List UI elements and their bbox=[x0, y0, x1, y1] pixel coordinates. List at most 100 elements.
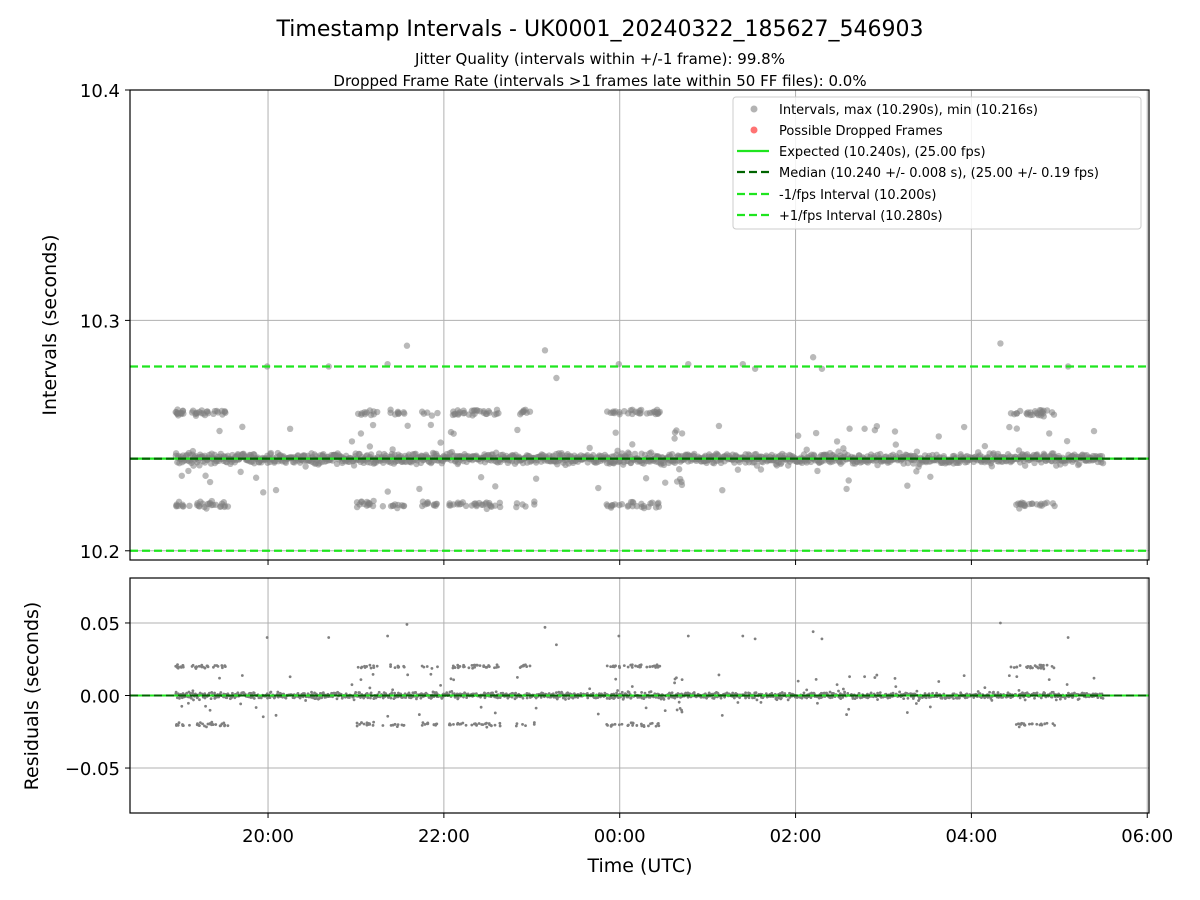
residual-point bbox=[200, 663, 204, 667]
interval-point bbox=[532, 475, 540, 482]
residual-point bbox=[754, 691, 758, 695]
residual-point bbox=[265, 636, 269, 639]
residual-point bbox=[629, 663, 633, 667]
residual-point bbox=[891, 691, 895, 695]
residual-point bbox=[630, 665, 634, 669]
residual-point bbox=[1040, 664, 1044, 668]
residual-point bbox=[571, 696, 575, 700]
residual-point bbox=[680, 678, 684, 682]
residual-point bbox=[462, 665, 465, 669]
interval-point bbox=[348, 438, 356, 445]
residual-point bbox=[611, 723, 614, 727]
residual-point bbox=[390, 691, 394, 695]
residual-point bbox=[962, 674, 966, 678]
residual-point bbox=[362, 722, 366, 726]
residual-point bbox=[268, 696, 272, 699]
residual-point bbox=[786, 698, 790, 702]
residual-point bbox=[436, 665, 439, 669]
interval-point bbox=[302, 463, 309, 470]
interval-point bbox=[404, 422, 411, 429]
residual-point bbox=[875, 673, 879, 677]
interval-point bbox=[734, 466, 742, 473]
residual-point bbox=[1065, 683, 1069, 686]
interval-point bbox=[1090, 427, 1098, 435]
residual-point bbox=[990, 698, 994, 702]
residual-point bbox=[952, 697, 955, 700]
residual-point bbox=[524, 724, 527, 728]
residual-point bbox=[432, 723, 436, 726]
residual-point bbox=[717, 673, 721, 677]
residual-point bbox=[843, 690, 846, 694]
residual-point bbox=[348, 696, 351, 699]
interval-point bbox=[389, 502, 397, 509]
residual-point bbox=[928, 705, 932, 709]
residual-point bbox=[266, 696, 269, 700]
residual-point bbox=[281, 695, 284, 699]
residual-point bbox=[532, 721, 536, 724]
residual-point bbox=[911, 697, 915, 700]
residual-point bbox=[837, 689, 840, 693]
interval-point bbox=[186, 502, 193, 510]
residual-point bbox=[633, 691, 637, 694]
interval-point bbox=[450, 430, 457, 437]
interval-point bbox=[913, 448, 921, 455]
interval-point bbox=[814, 467, 821, 475]
interval-point bbox=[1013, 425, 1021, 432]
residual-point bbox=[475, 723, 478, 727]
residual-point bbox=[197, 723, 201, 727]
residual-point bbox=[450, 689, 454, 693]
residual-point bbox=[622, 664, 626, 668]
residual-point bbox=[1045, 721, 1049, 725]
residual-point bbox=[855, 696, 859, 699]
residual-point bbox=[439, 684, 442, 687]
x-tick-label: 04:00 bbox=[945, 826, 997, 847]
residual-point bbox=[732, 696, 736, 700]
residual-point bbox=[461, 721, 465, 725]
residual-point bbox=[198, 721, 202, 725]
interval-point bbox=[477, 474, 485, 481]
interval-point bbox=[673, 478, 681, 485]
interval-point bbox=[432, 500, 440, 508]
residual-point bbox=[210, 690, 214, 694]
interval-point bbox=[239, 423, 246, 431]
residual-point bbox=[802, 691, 806, 695]
interval-point bbox=[541, 347, 549, 354]
residual-point bbox=[174, 690, 178, 694]
residual-point bbox=[358, 691, 361, 695]
interval-point bbox=[833, 438, 841, 445]
interval-point bbox=[526, 408, 534, 415]
interval-point bbox=[1063, 437, 1071, 445]
interval-point bbox=[384, 488, 391, 495]
interval-point bbox=[387, 406, 394, 413]
residual-point bbox=[654, 724, 658, 728]
residual-point bbox=[780, 691, 784, 694]
residual-point bbox=[478, 664, 482, 668]
residual-point bbox=[848, 675, 851, 679]
interval-point bbox=[460, 410, 467, 417]
interval-point bbox=[178, 472, 185, 479]
interval-point bbox=[632, 408, 639, 415]
residual-point bbox=[609, 665, 613, 669]
residual-point bbox=[445, 691, 449, 695]
residual-point bbox=[213, 691, 216, 695]
residual-point bbox=[857, 692, 861, 695]
residual-point bbox=[649, 690, 653, 694]
residual-point bbox=[720, 713, 724, 717]
residual-point bbox=[1077, 697, 1081, 701]
residual-point bbox=[201, 722, 204, 726]
interval-point bbox=[625, 502, 632, 509]
residual-point bbox=[647, 724, 650, 728]
residual-point bbox=[639, 663, 643, 667]
residual-point bbox=[515, 696, 518, 699]
interval-point bbox=[1036, 502, 1044, 509]
residual-point bbox=[429, 672, 433, 676]
interval-point bbox=[935, 433, 942, 440]
residual-point bbox=[680, 710, 684, 714]
residual-point bbox=[368, 686, 372, 690]
residual-point bbox=[1043, 722, 1047, 726]
residual-point bbox=[800, 696, 804, 700]
x-tick-label: 00:00 bbox=[594, 826, 646, 847]
residual-point bbox=[472, 663, 476, 667]
residual-point bbox=[369, 696, 372, 700]
residual-point bbox=[635, 724, 639, 727]
